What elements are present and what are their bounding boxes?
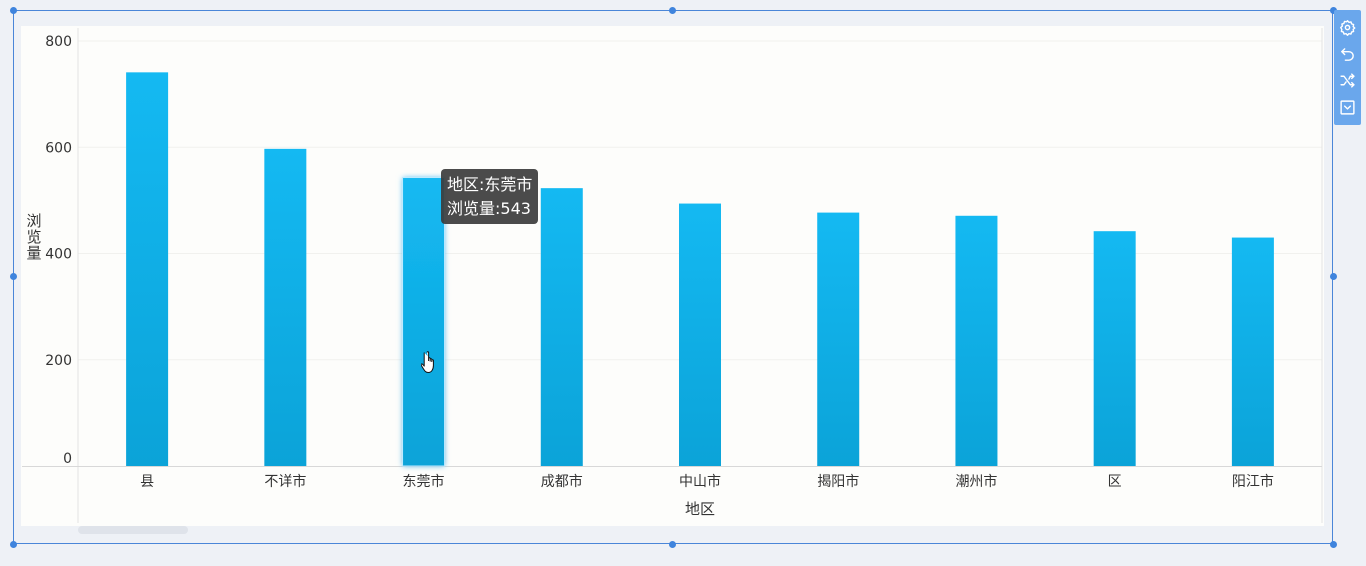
horizontal-scrollbar[interactable] (78, 526, 1322, 534)
resize-handle-middle-right[interactable] (1330, 273, 1337, 280)
x-tick-label: 不详市 (264, 473, 306, 490)
x-tick-label: 区 (1108, 474, 1122, 490)
bars[interactable] (126, 72, 1274, 467)
resize-handle-top-left[interactable] (10, 7, 17, 14)
y-axis-title: 浏览量 (26, 212, 41, 262)
bar[interactable] (540, 188, 583, 466)
bar[interactable] (1231, 237, 1274, 466)
x-tick-label: 阳江市 (1232, 473, 1274, 490)
scrollbar-thumb[interactable] (78, 526, 188, 534)
bar[interactable] (126, 72, 169, 466)
resize-handle-middle-left[interactable] (10, 273, 17, 280)
y-tick-label: 400 (45, 247, 72, 263)
bar[interactable] (817, 212, 860, 466)
resize-handle-top-center[interactable] (669, 7, 676, 14)
hand-cursor-icon (421, 351, 434, 373)
x-tick-labels: 县 不详市 东莞市 成都市 中山市 揭阳市 潮州市 区 阳江市 (140, 473, 1274, 490)
y-tick-label: 200 (45, 353, 72, 369)
y-tick-label: 800 (45, 34, 72, 50)
x-tick-label: 中山市 (679, 473, 721, 490)
x-tick-label: 东莞市 (403, 473, 445, 490)
y-tick-labels: 0 200 400 600 800 (45, 34, 72, 467)
x-axis-title: 地区 (685, 500, 715, 518)
bar[interactable] (1093, 231, 1136, 466)
bar-tooltip: 地区:东莞市 浏览量:543 (441, 169, 539, 224)
y-tick-label: 0 (63, 451, 72, 467)
x-tick-label: 潮州市 (955, 473, 997, 490)
resize-handle-bottom-left[interactable] (10, 541, 17, 548)
x-tick-label: 揭阳市 (817, 473, 859, 490)
tooltip-value-line: 浏览量:543 (447, 199, 531, 218)
axes (22, 28, 1323, 523)
shuffle-icon[interactable] (1337, 70, 1359, 92)
resize-handle-bottom-right[interactable] (1330, 541, 1337, 548)
gear-icon[interactable] (1337, 16, 1359, 38)
tooltip-category-line: 地区:东莞市 (447, 175, 533, 194)
bar[interactable] (955, 215, 998, 466)
chart-toolbar (1334, 10, 1361, 125)
undo-icon[interactable] (1337, 43, 1359, 65)
x-tick-label: 成都市 (541, 473, 583, 490)
x-tick-label: 县 (140, 474, 154, 490)
bar[interactable] (402, 177, 446, 467)
resize-handle-bottom-center[interactable] (669, 541, 676, 548)
resize-handle-top-right[interactable] (1330, 7, 1337, 14)
y-tick-label: 600 (45, 140, 72, 156)
bar[interactable] (679, 203, 721, 466)
bar[interactable] (264, 148, 307, 466)
dropdown-box-icon[interactable] (1337, 97, 1359, 119)
